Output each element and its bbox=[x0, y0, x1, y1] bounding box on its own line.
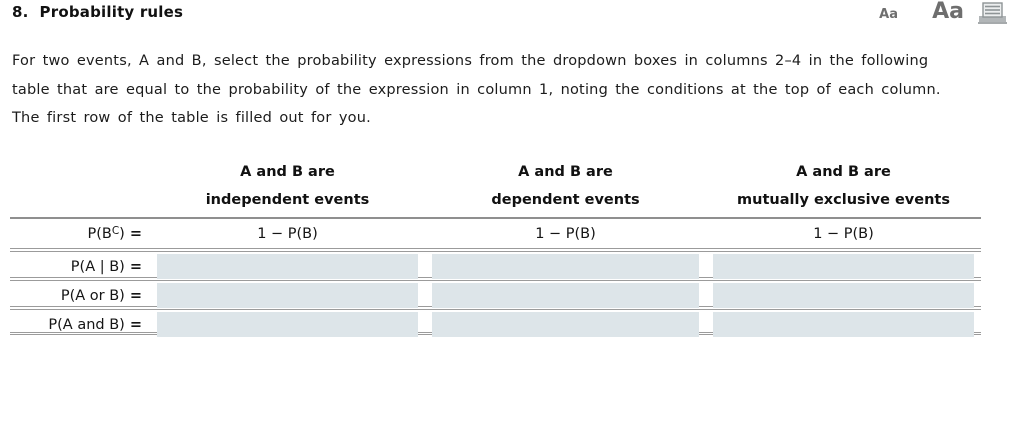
equals-sign: = bbox=[129, 287, 142, 304]
equals-sign: = bbox=[129, 316, 142, 333]
probability-dropdown[interactable] bbox=[432, 283, 699, 308]
cell bbox=[150, 252, 425, 281]
probability-dropdown[interactable] bbox=[157, 254, 418, 279]
probability-dropdown[interactable] bbox=[432, 312, 699, 337]
table-row: P(A | B) = bbox=[10, 248, 981, 279]
filled-answer: 1 − P(B) bbox=[813, 225, 874, 242]
probability-dropdown[interactable] bbox=[157, 283, 418, 308]
cell bbox=[706, 281, 981, 310]
filled-answer: 1 − P(B) bbox=[257, 225, 318, 242]
question-title: Probability rules bbox=[39, 3, 184, 21]
instructions-line: The first row of the table is filled out… bbox=[12, 110, 371, 126]
increase-font-button[interactable]: Aa bbox=[932, 0, 964, 24]
row-label-p-a-and-b: P(A and B) = bbox=[48, 316, 142, 333]
filled-answer: 1 − P(B) bbox=[535, 225, 596, 242]
row-label-p-a-or-b: P(A or B) = bbox=[60, 287, 142, 304]
probability-dropdown[interactable] bbox=[432, 254, 699, 279]
printer-icon bbox=[978, 2, 1007, 24]
table-row: P(A and B) = bbox=[10, 306, 981, 337]
column-header-mutually-exclusive: A and B are mutually exclusive events bbox=[737, 164, 950, 208]
equals-sign: = bbox=[129, 258, 142, 275]
probability-dropdown[interactable] bbox=[157, 312, 418, 337]
question-number: 8. bbox=[12, 3, 29, 21]
table-header-row: A and B are independent events A and B a… bbox=[10, 158, 981, 219]
column-header-dependent: A and B are dependent events bbox=[491, 164, 640, 208]
superscript-c: C bbox=[111, 225, 120, 237]
probability-dropdown[interactable] bbox=[713, 254, 974, 279]
print-button[interactable] bbox=[977, 1, 1008, 25]
page-title: 8. Probability rules bbox=[12, 3, 183, 21]
cell bbox=[150, 310, 425, 339]
cell bbox=[425, 281, 706, 310]
table-row: P(A or B) = bbox=[10, 277, 981, 308]
probability-table: A and B are independent events A and B a… bbox=[10, 158, 981, 337]
row-label-p-a-given-b: P(A | B) = bbox=[70, 258, 142, 275]
equals-sign: = bbox=[129, 226, 142, 242]
cell bbox=[150, 281, 425, 310]
cell bbox=[425, 310, 706, 339]
row-label-p-b-complement: P(BC) = bbox=[87, 225, 142, 242]
decrease-font-button[interactable]: Aa bbox=[879, 7, 898, 22]
cell bbox=[425, 252, 706, 281]
instructions-line: For two events, A and B, select the prob… bbox=[12, 53, 929, 69]
probability-dropdown[interactable] bbox=[713, 283, 974, 308]
header-spacer bbox=[10, 186, 150, 189]
table-row: P(BC) = 1 − P(B) 1 − P(B) 1 − P(B) bbox=[10, 219, 981, 248]
cell bbox=[706, 252, 981, 281]
instructions-line: table that are equal to the probability … bbox=[12, 81, 941, 98]
instructions-paragraph: For two events, A and B, select the prob… bbox=[12, 47, 1016, 133]
cell bbox=[706, 310, 981, 339]
probability-dropdown[interactable] bbox=[713, 312, 974, 337]
column-header-independent: A and B are independent events bbox=[205, 164, 370, 208]
